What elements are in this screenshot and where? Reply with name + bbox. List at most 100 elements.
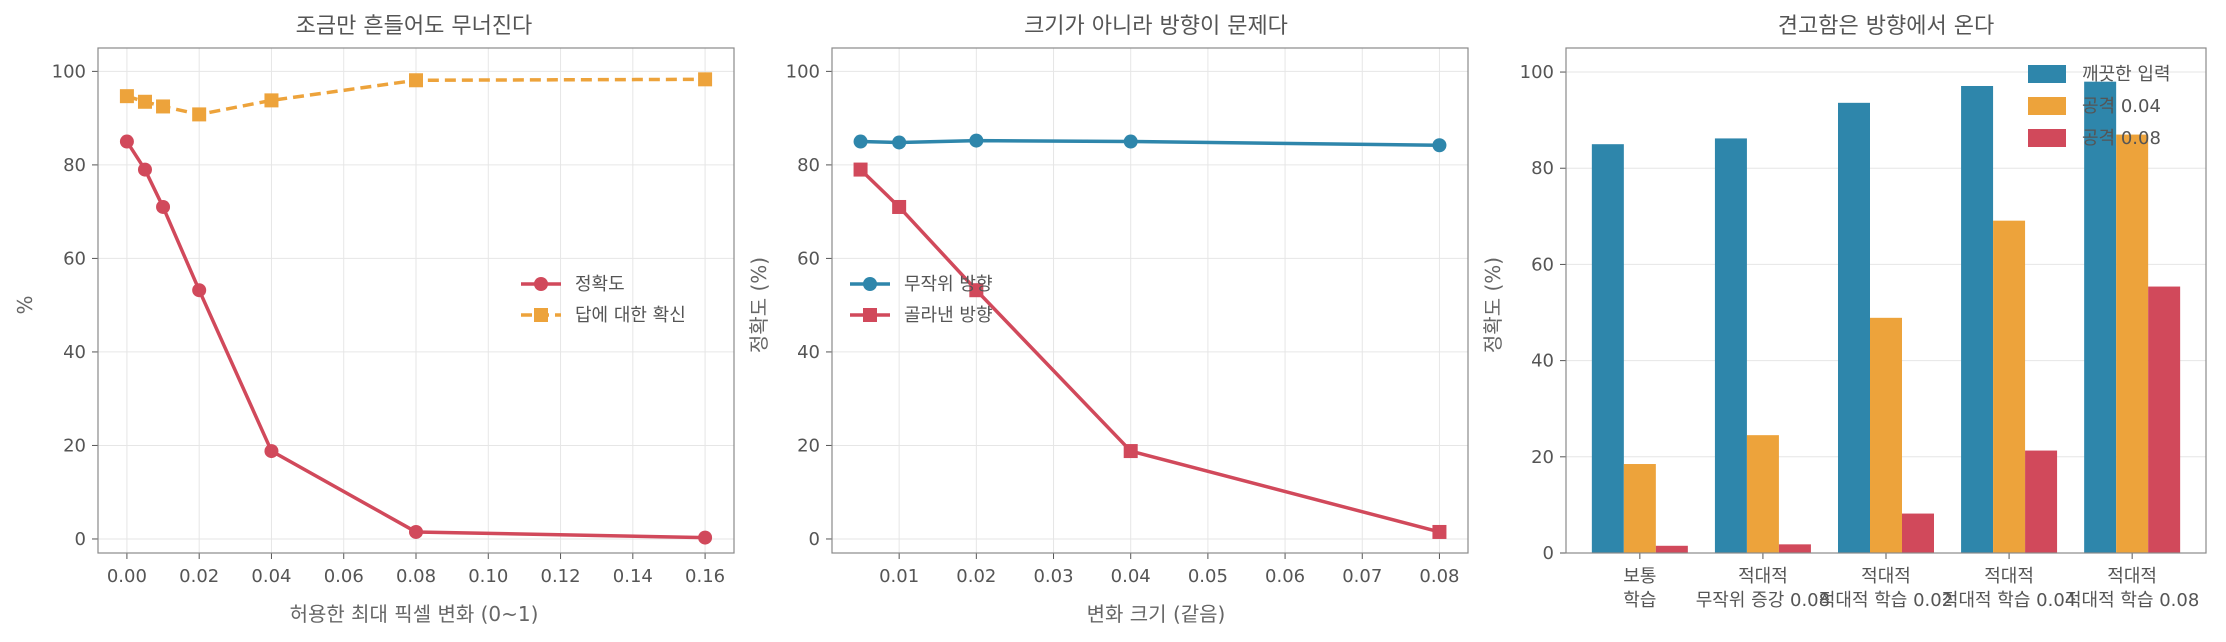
x-tick-label: 0.02: [179, 566, 219, 587]
plot-frame: [97, 47, 735, 554]
plot-background: [832, 48, 1468, 553]
y-tick-label: 20: [1531, 447, 1554, 468]
plot-frame: [831, 47, 1469, 554]
legend-label-1: 정확도: [575, 274, 625, 295]
bar-1: [1961, 85, 1994, 553]
legend-marker-1: [534, 277, 548, 291]
series-1-point: [698, 530, 713, 545]
series-2-point: [264, 93, 279, 108]
x-tick-label: 0.16: [685, 566, 725, 587]
bar-1: [1714, 138, 1747, 553]
legend-label-2: 답에 대한 확신: [575, 305, 686, 326]
x-tick-label-line-2: 학습: [1623, 590, 1656, 611]
y-tick-label: 100: [786, 61, 820, 82]
x-tick-label-line-2: 적대적 학습 0.08: [2065, 590, 2199, 611]
x-tick-label: 0.05: [1188, 566, 1228, 587]
panel-2-title: 크기가 아니라 방향이 문제다: [1024, 14, 1288, 39]
bar-3: [1778, 544, 1811, 553]
panel-3-ylabel: 정확도 (%): [1481, 257, 1505, 353]
y-tick-label: 100: [52, 61, 86, 82]
panel-2-ylabel: 정확도 (%): [747, 257, 771, 353]
panel-3-title: 견고함은 방향에서 온다: [1778, 14, 1994, 39]
x-tick-label-line-1: 적대적: [2107, 566, 2157, 587]
y-tick-label: 0: [1543, 543, 1554, 564]
x-tick-label: 0.07: [1342, 566, 1382, 587]
series-1-point: [119, 134, 134, 149]
panel-1-chart: 조금만 흔들어도 무너진다 허용한 최대 픽셀 변화 (0~1) % 0.00 0…: [13, 14, 735, 626]
y-tick-label: 100: [1520, 62, 1554, 83]
x-tick-label-line-2: 적대적 학습 0.02: [1819, 590, 1953, 611]
y-tick-label: 20: [797, 435, 820, 456]
legend-swatch-3: [2028, 129, 2066, 147]
legend-marker-2: [863, 308, 877, 322]
bar-1: [1591, 144, 1624, 553]
panel-1-ylabel: %: [13, 295, 37, 314]
x-tick-label-line-1: 보통: [1623, 566, 1656, 587]
series-2-point: [137, 94, 152, 109]
x-tick-label: 0.12: [541, 566, 581, 587]
series-1-point: [1123, 134, 1138, 149]
legend-label-1: 무작위 방향: [904, 274, 993, 295]
series-1-point: [1432, 138, 1447, 153]
x-tick-label-line-2: 적대적 학습 0.04: [1942, 590, 2076, 611]
x-tick-label: 0.01: [879, 566, 919, 587]
bar-3: [2148, 286, 2181, 553]
series-2-point: [409, 73, 423, 88]
series-2-point: [119, 89, 134, 104]
bar-1: [1838, 102, 1870, 553]
series-2-point: [1432, 524, 1447, 539]
x-tick-label: 0.06: [1265, 566, 1305, 587]
bar-2: [1746, 435, 1779, 553]
legend-swatch-1: [2028, 65, 2066, 83]
series-1-point: [969, 133, 984, 148]
legend-marker-1: [863, 277, 877, 291]
legend-label-2: 골라낸 방향: [904, 305, 993, 326]
x-tick-label-line-1: 적대적: [1861, 566, 1911, 587]
series-2-point: [192, 107, 207, 122]
x-tick-label: 0.02: [956, 566, 996, 587]
bar-3: [2025, 450, 2058, 553]
bar-3: [1655, 545, 1688, 553]
y-tick-label: 80: [797, 155, 820, 176]
series-1-point: [156, 199, 171, 214]
x-tick-label-line-1: 적대적: [1738, 566, 1788, 587]
legend-swatch-2: [2028, 97, 2066, 115]
series-1-point: [853, 134, 868, 149]
panel-2-plot-area: 0.01 0.02 0.03 0.04 0.05 0.06 0.07 0.08 0 20 40 60 8…: [786, 47, 1469, 587]
y-tick-label: 80: [63, 155, 86, 176]
x-tick-label: 0.10: [468, 566, 508, 587]
x-tick-label-line-1: 적대적: [1984, 566, 2034, 587]
series-1-point: [892, 135, 907, 150]
panel-1-plot-area: 0.00 0.02 0.04 0.06 0.08 0.10 0.12 0.14 0.16 0 20 4…: [52, 47, 735, 587]
x-tick-label: 0.06: [324, 566, 364, 587]
y-tick-label: 20: [63, 435, 86, 456]
series-2-point: [698, 72, 713, 87]
x-tick-label-line-2: 무작위 증강 0.08: [1696, 590, 1830, 611]
y-tick-label: 40: [797, 342, 820, 363]
bar-3: [1902, 513, 1934, 553]
series-1-point: [192, 283, 207, 298]
panel-1-xlabel: 허용한 최대 픽셀 변화 (0~1): [290, 602, 539, 626]
legend-label-1: 깨끗한 입력: [2082, 64, 2171, 85]
x-tick-label: 0.03: [1033, 566, 1073, 587]
panel-2-xlabel: 변화 크기 (같음): [1087, 602, 1226, 626]
panel-1-title: 조금만 흔들어도 무너진다: [296, 14, 533, 39]
y-tick-label: 0: [809, 529, 820, 550]
series-1-point: [264, 444, 279, 459]
x-tick-label: 0.04: [1111, 566, 1151, 587]
bar-2: [2116, 134, 2149, 554]
y-tick-label: 60: [1531, 254, 1554, 275]
legend-marker-2: [534, 308, 548, 322]
y-tick-label: 60: [797, 248, 820, 269]
y-tick-label: 40: [1531, 351, 1554, 372]
x-tick-label: 0.08: [396, 566, 436, 587]
bar-2: [1623, 464, 1656, 553]
x-tick-label: 0.00: [107, 566, 147, 587]
plot-frame: [1565, 47, 2207, 554]
